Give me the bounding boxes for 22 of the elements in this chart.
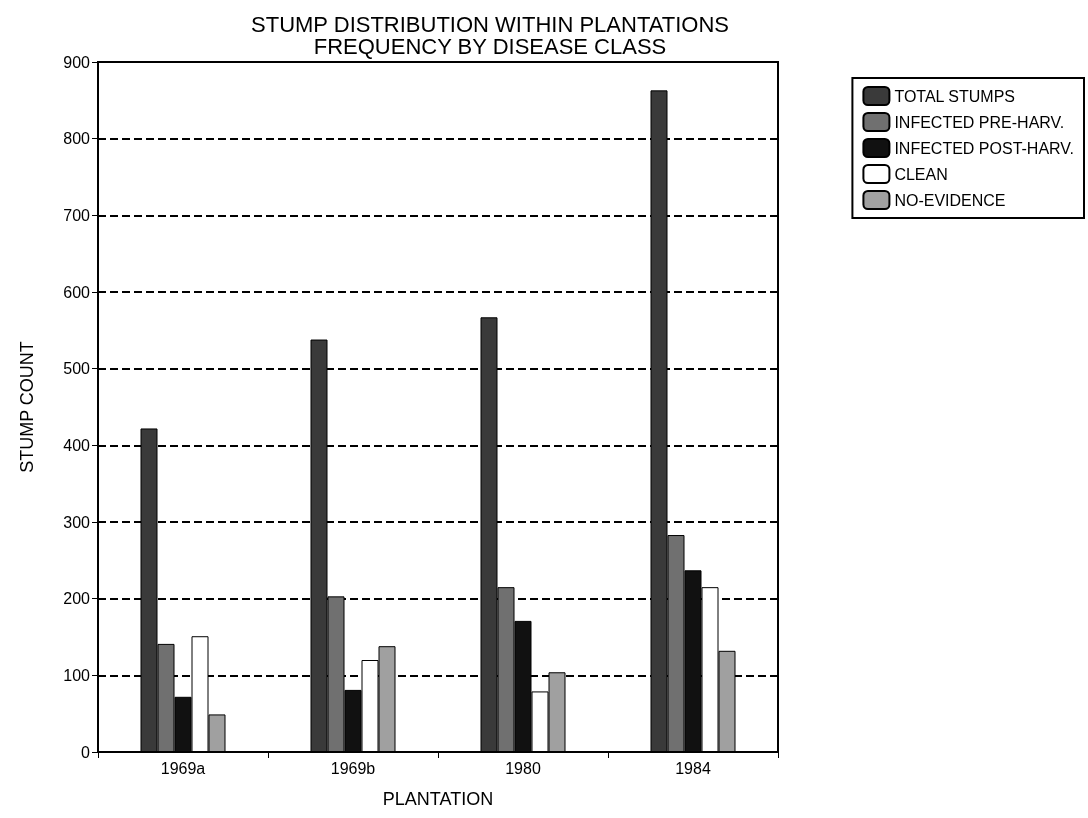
legend-label: TOTAL STUMPS [894,87,1016,105]
chart-title: STUMP DISTRIBUTION WITHIN PLANTATIONS FREQUENCY BY DISEASE CLASS [251,11,729,59]
y-tick-label: 200 [63,590,91,608]
y-tick-label: 500 [63,360,91,378]
x-tick-label: 1980 [505,759,541,777]
y-tick-label: 0 [81,743,91,761]
y-tick-label: 100 [63,666,91,684]
legend-label: CLEAN [894,165,948,183]
x-tick-label: 1984 [675,759,711,777]
y-tick-label: 800 [63,130,91,148]
y-tick-label: 900 [63,53,91,71]
y-tick-label: 700 [63,206,91,224]
legend-label: INFECTED POST-HARV. [894,139,1074,157]
y-tick-label: 300 [63,513,91,531]
x-axis-title: PLANTATION [382,789,494,809]
y-tick-label: 400 [63,436,91,454]
legend-label: INFECTED PRE-HARV. [894,113,1065,131]
legend-label: NO-EVIDENCE [894,191,1006,209]
y-tick-label: 600 [63,283,91,301]
y-axis-title: STUMP COUNT [17,341,37,473]
x-tick-label: 1969b [330,759,376,777]
x-tick-label: 1969a [160,759,206,777]
